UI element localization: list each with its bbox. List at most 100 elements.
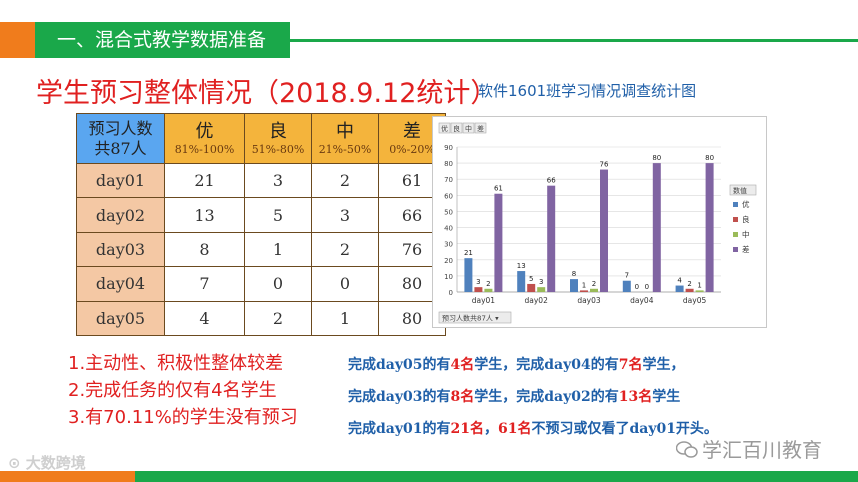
summary-highlight: 7名 (618, 357, 643, 373)
bar-4 (494, 193, 503, 292)
row-day: day04 (76, 266, 165, 302)
bar-2 (685, 288, 694, 292)
note-item: 1.主动性、积极性整体较差 (68, 353, 284, 374)
bar-2 (527, 283, 536, 292)
bar-value-label: 8 (572, 270, 576, 278)
filter-button[interactable] (474, 122, 487, 134)
y-tick-label: 20 (444, 257, 453, 265)
legend-title-box (729, 184, 757, 196)
legend-label: 差 (742, 244, 750, 254)
legend-title: 数值 (733, 186, 747, 195)
bar-value-label: 0 (645, 283, 649, 291)
bar-1 (517, 271, 526, 292)
x-tick-label: day03 (577, 296, 601, 305)
y-tick-label: 10 (444, 273, 453, 281)
footer-green-bar (0, 471, 858, 482)
slide-title: 学生预习整体情况（2018.9.12统计） (36, 78, 498, 109)
note-item: 2.完成任务的仅有4名学生 (68, 380, 277, 401)
legend-swatch (733, 247, 738, 252)
legend-label: 中 (742, 229, 750, 239)
cell-excellent: 21 (164, 162, 245, 199)
y-tick-label: 40 (444, 225, 453, 233)
table-row: day04 7 0 0 80 (76, 266, 446, 302)
y-tick-label: 80 (444, 160, 453, 168)
legend-swatch (733, 232, 738, 237)
bar-1 (570, 279, 578, 292)
cell-good: 5 (244, 197, 312, 233)
y-tick-label: 0 (449, 289, 453, 297)
summary-highlight: 13名 (618, 389, 653, 405)
wechat-icon (676, 441, 698, 458)
watermark-left: ⊙ 大数跨境 (8, 452, 86, 473)
completion-summary: 完成day05的有4名学生，完成day04的有7名学生， 完成day03的有8名… (348, 349, 718, 445)
bar-3 (590, 288, 598, 292)
cell-excellent: 8 (164, 231, 245, 268)
grade-label: 优 (195, 121, 214, 142)
bar-value-label: 3 (539, 278, 543, 286)
brand-logo-icon: ⊙ (8, 454, 26, 472)
bar-value-label: 1 (697, 281, 701, 289)
bar-value-label: 80 (652, 154, 661, 162)
header-total-line1: 预习人数 (88, 118, 153, 138)
y-tick-label: 60 (444, 192, 453, 200)
chart-caption: 软件1601班学习情况调查统计图 (478, 82, 697, 100)
x-tick-label: day02 (525, 296, 549, 305)
summary-line: 完成day03的有8名学生，完成day02的有13名学生 (348, 381, 718, 413)
bar-value-label: 2 (592, 280, 596, 288)
axis-filter-label: 预习人数共87人 ▾ (442, 314, 499, 323)
cell-good: 0 (244, 266, 312, 302)
wechat-watermark: 学汇百川教育 (676, 434, 822, 463)
cell-excellent: 4 (164, 300, 245, 336)
footer-orange-bar (0, 471, 135, 482)
summary-text: ， (483, 421, 498, 437)
row-day: day05 (76, 300, 165, 336)
bar-1 (622, 280, 631, 292)
bar-3 (695, 290, 704, 292)
note-item: 3.有70.11%的学生没有预习 (68, 407, 298, 428)
summary-highlight: 8名 (450, 389, 475, 405)
summary-line: 完成day01的有21名，61名不预习或仅看了day01开头。 (348, 413, 718, 445)
table-row: day01 21 3 2 61 (76, 162, 446, 199)
header-divider (290, 39, 858, 42)
table-header-good: 良 51%-80% (244, 113, 312, 164)
bar-1 (675, 285, 684, 292)
bar-value-label: 1 (582, 281, 586, 289)
summary-line: 完成day05的有4名学生，完成day04的有7名学生， (348, 349, 718, 381)
table-header-total: 预习人数 共87人 (76, 113, 165, 164)
summary-highlight: 4名 (450, 357, 475, 373)
filter-button[interactable] (438, 122, 451, 134)
cell-good: 2 (244, 300, 312, 336)
bar-3 (537, 287, 546, 292)
summary-text: 学生，完成day04的有 (474, 357, 619, 373)
filter-button[interactable] (462, 122, 475, 134)
summary-text: 不预习或仅看了day01开头。 (531, 421, 718, 437)
legend-label: 良 (742, 214, 750, 224)
cell-medium: 2 (311, 162, 379, 199)
bar-value-label: 2 (687, 280, 691, 288)
filter-button[interactable] (450, 122, 463, 134)
legend-label: 优 (742, 199, 750, 209)
bar-value-label: 2 (486, 280, 490, 288)
bar-chart-svg: 优良中差0102030405060708090213 261day01135 366… (438, 122, 757, 324)
watermark-left-text: 大数跨境 (25, 454, 86, 472)
bar-value-label: 3 (476, 278, 480, 286)
grade-range: 21%-50% (318, 143, 372, 156)
grade-range: 51%-80% (251, 143, 305, 156)
y-tick-label: 30 (444, 241, 453, 249)
table-header-row: 预习人数 共87人 优 81%-100% 良 51%-80% 中 21%-50%… (76, 113, 446, 164)
table-header-excellent: 优 81%-100% (164, 113, 245, 164)
bar-4 (600, 169, 608, 292)
axis-filter-button[interactable] (438, 311, 512, 324)
grade-label: 中 (336, 121, 354, 142)
preview-table: 预习人数 共87人 优 81%-100% 良 51%-80% 中 21%-50%… (76, 113, 446, 336)
bar-value-label: 76 (600, 161, 609, 169)
y-tick-label: 90 (444, 144, 453, 152)
observation-notes: 1.主动性、积极性整体较差 2.完成任务的仅有4名学生 3.有70.11%的学生… (68, 350, 298, 431)
summary-text: 学生，完成day02的有 (474, 389, 619, 405)
bar-2 (474, 287, 483, 292)
filter-button-label: 差 (477, 124, 484, 133)
bar-4 (547, 185, 556, 292)
grade-label: 良 (269, 121, 287, 142)
section-title: 一、混合式教学数据准备 (35, 22, 290, 58)
x-tick-label: day04 (630, 296, 654, 305)
